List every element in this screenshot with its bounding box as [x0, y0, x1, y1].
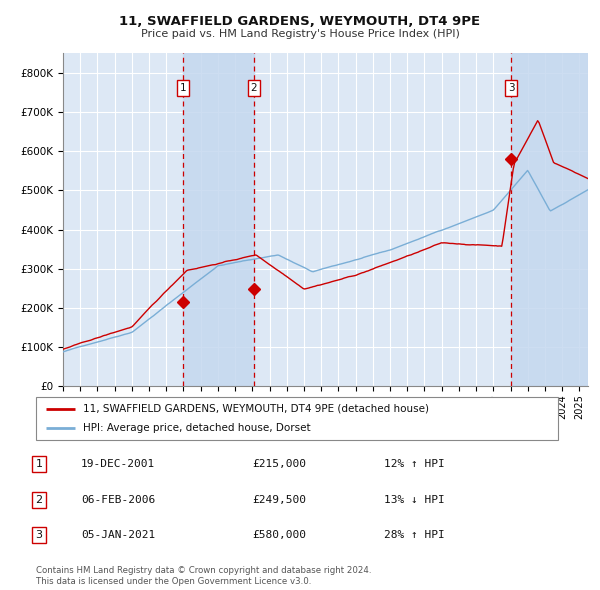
Text: Price paid vs. HM Land Registry's House Price Index (HPI): Price paid vs. HM Land Registry's House …	[140, 29, 460, 39]
Text: £215,000: £215,000	[252, 460, 306, 469]
Text: 28% ↑ HPI: 28% ↑ HPI	[384, 530, 445, 540]
Text: 2: 2	[35, 495, 43, 504]
Text: 3: 3	[35, 530, 43, 540]
Text: 1: 1	[179, 83, 186, 93]
Text: HPI: Average price, detached house, Dorset: HPI: Average price, detached house, Dors…	[83, 423, 311, 433]
Text: 19-DEC-2001: 19-DEC-2001	[81, 460, 155, 469]
Text: 3: 3	[508, 83, 514, 93]
Text: 2: 2	[251, 83, 257, 93]
Text: 12% ↑ HPI: 12% ↑ HPI	[384, 460, 445, 469]
Bar	[511, 53, 588, 386]
Text: 11, SWAFFIELD GARDENS, WEYMOUTH, DT4 9PE (detached house): 11, SWAFFIELD GARDENS, WEYMOUTH, DT4 9PE…	[83, 404, 429, 414]
FancyBboxPatch shape	[36, 397, 558, 440]
Text: 06-FEB-2006: 06-FEB-2006	[81, 495, 155, 504]
Text: 05-JAN-2021: 05-JAN-2021	[81, 530, 155, 540]
Text: £580,000: £580,000	[252, 530, 306, 540]
Bar	[183, 53, 254, 386]
Text: 13% ↓ HPI: 13% ↓ HPI	[384, 495, 445, 504]
Text: 11, SWAFFIELD GARDENS, WEYMOUTH, DT4 9PE: 11, SWAFFIELD GARDENS, WEYMOUTH, DT4 9PE	[119, 15, 481, 28]
Text: 1: 1	[35, 460, 43, 469]
Text: £249,500: £249,500	[252, 495, 306, 504]
Text: Contains HM Land Registry data © Crown copyright and database right 2024.
This d: Contains HM Land Registry data © Crown c…	[36, 566, 371, 586]
